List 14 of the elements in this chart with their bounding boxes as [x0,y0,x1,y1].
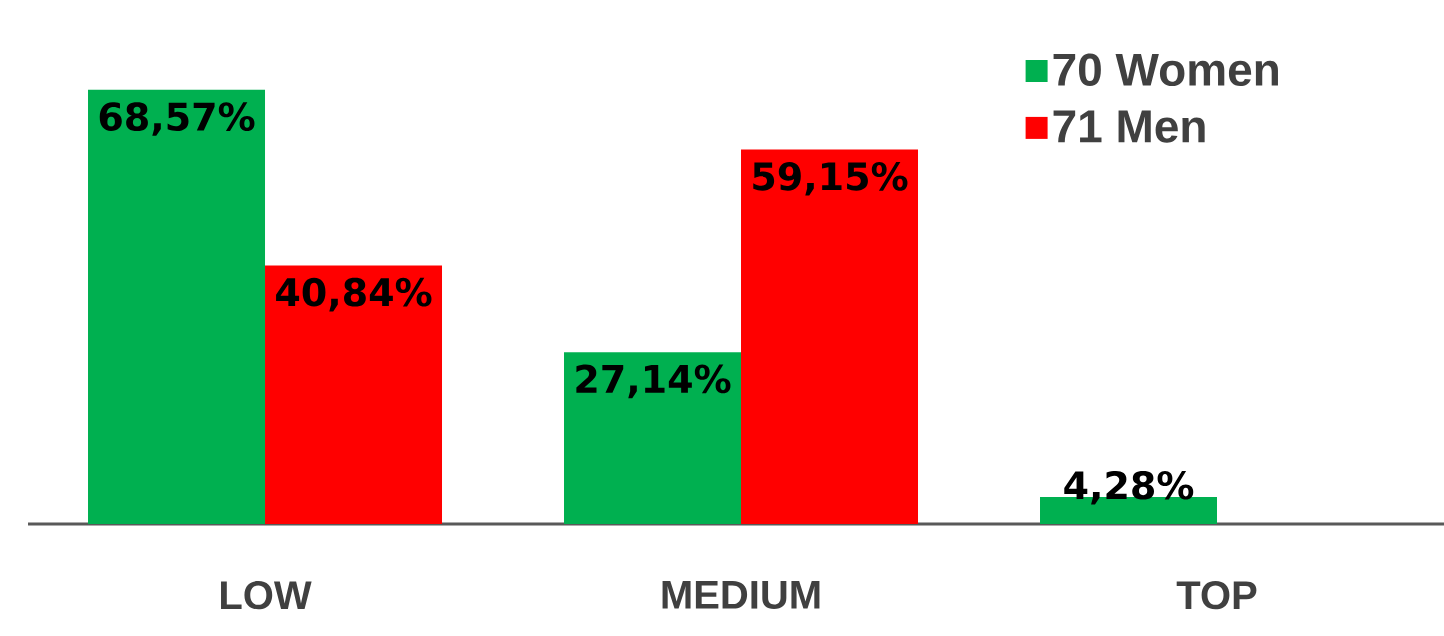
x-tick-label: TOP [1176,581,1257,610]
x-tick-label: LOW [221,581,312,610]
bar [741,149,919,524]
data-label: 4,28% [1064,470,1194,505]
data-label: 27,14% [576,364,731,399]
bar [88,89,266,524]
legend-label: 70 Women [1053,53,1278,87]
legend-label: 71 Men [1053,110,1205,143]
data-label: 40,84% [276,277,432,312]
bar [265,265,443,524]
data-label: 59,15% [753,161,908,196]
bar [564,352,742,524]
x-tick-label: MEDIUM [662,581,820,609]
data-label: 68,57% [99,102,255,136]
